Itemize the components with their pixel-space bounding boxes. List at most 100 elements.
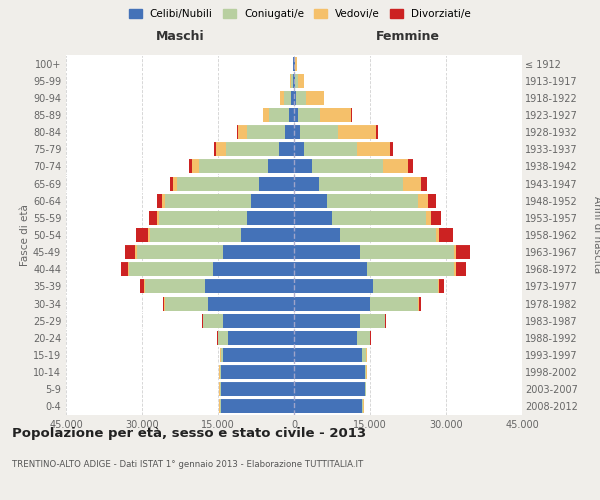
Bar [237,125,238,139]
Bar [291,74,293,88]
Bar [296,91,306,105]
Bar [220,400,221,413]
Bar [228,331,294,345]
Bar [218,331,228,345]
Bar [408,160,413,173]
Bar [365,365,367,379]
Bar [294,365,365,379]
Bar [136,245,137,259]
Bar [223,314,294,328]
Bar [223,245,294,259]
Text: TRENTINO-ALTO ADIGE - Dati ISTAT 1° gennaio 2013 - Elaborazione TUTTITALIA.IT: TRENTINO-ALTO ADIGE - Dati ISTAT 1° genn… [12,460,363,469]
Bar [145,280,205,293]
Bar [294,296,370,310]
Bar [226,142,279,156]
Bar [213,262,294,276]
Y-axis label: Fasce di età: Fasce di età [20,204,30,266]
Bar [294,245,360,259]
Bar [327,194,418,207]
Bar [370,296,418,310]
Bar [294,331,358,345]
Y-axis label: Anni di nascita: Anni di nascita [592,196,600,274]
Bar [319,176,403,190]
Bar [208,296,294,310]
Bar [300,125,338,139]
Bar [294,176,319,190]
Bar [149,228,241,242]
Bar [351,108,352,122]
Bar [294,142,304,156]
Bar [188,160,191,173]
Bar [137,245,223,259]
Bar [294,108,298,122]
Bar [426,211,431,225]
Bar [365,382,366,396]
Bar [456,245,470,259]
Bar [285,125,294,139]
Bar [241,228,294,242]
Bar [221,382,294,396]
Bar [203,314,223,328]
Bar [221,400,294,413]
Bar [294,280,373,293]
Bar [191,160,199,173]
Bar [247,125,285,139]
Bar [367,262,454,276]
Bar [294,382,365,396]
Bar [454,262,455,276]
Bar [428,194,436,207]
Bar [149,211,157,225]
Bar [125,245,136,259]
Bar [403,176,421,190]
Bar [294,228,340,242]
Bar [130,262,213,276]
Bar [263,108,269,122]
Bar [165,194,251,207]
Bar [221,365,294,379]
Bar [338,125,376,139]
Bar [385,314,386,328]
Bar [165,296,208,310]
Bar [157,194,162,207]
Bar [290,74,291,88]
Bar [292,91,294,105]
Bar [162,194,165,207]
Bar [157,211,159,225]
Bar [373,280,439,293]
Bar [376,125,377,139]
Bar [418,194,428,207]
Bar [294,400,362,413]
Bar [295,74,298,88]
Bar [221,348,223,362]
Bar [280,91,284,105]
Bar [247,211,294,225]
Bar [294,314,360,328]
Bar [383,160,408,173]
Bar [320,108,351,122]
Bar [220,365,221,379]
Bar [148,228,149,242]
Bar [294,262,367,276]
Bar [259,176,294,190]
Text: Popolazione per età, sesso e stato civile - 2013: Popolazione per età, sesso e stato civil… [12,428,366,440]
Bar [220,382,221,396]
Bar [312,160,383,173]
Bar [178,176,259,190]
Bar [217,142,226,156]
Bar [390,142,394,156]
Bar [360,245,454,259]
Bar [223,348,294,362]
Bar [306,91,324,105]
Bar [173,176,178,190]
Bar [455,262,466,276]
Bar [304,142,358,156]
Bar [136,228,148,242]
Bar [436,228,439,242]
Bar [269,108,289,122]
Bar [298,74,304,88]
Bar [294,125,300,139]
Legend: Celibi/Nubili, Coniugati/e, Vedovi/e, Divorziati/e: Celibi/Nubili, Coniugati/e, Vedovi/e, Di… [125,5,475,24]
Bar [289,108,294,122]
Bar [332,211,426,225]
Bar [268,160,294,173]
